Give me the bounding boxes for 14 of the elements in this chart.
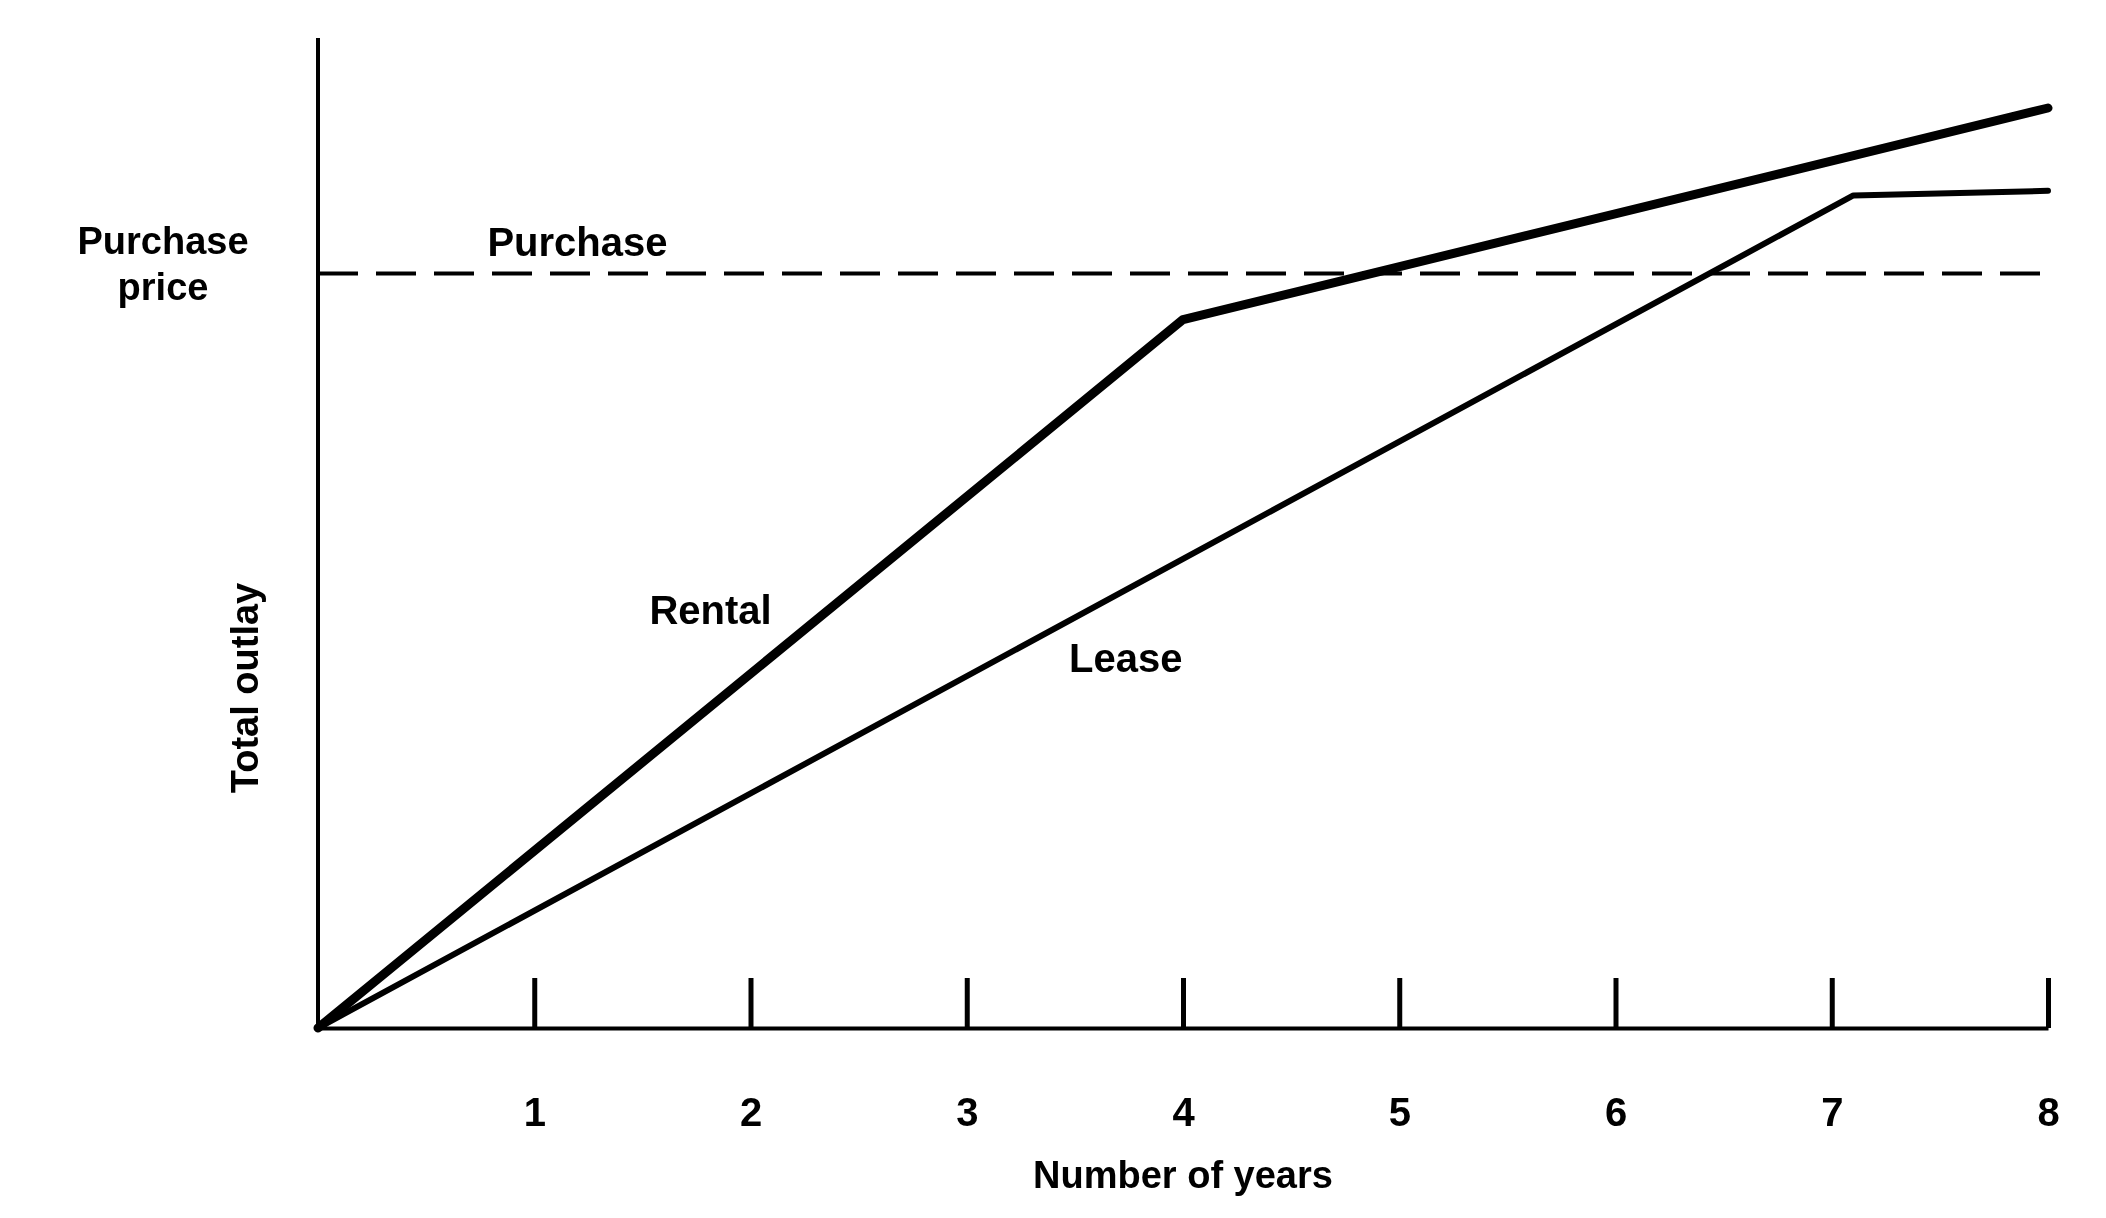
- x-tick-label: 4: [1172, 1090, 1196, 1135]
- annotation: Purchase: [487, 219, 668, 264]
- x-tick-label: 6: [1604, 1090, 1628, 1135]
- x-tick-label: 3: [956, 1090, 979, 1135]
- x-tick-label: 7: [1821, 1090, 1844, 1135]
- x-tick-label: 1: [523, 1090, 546, 1135]
- x-tick-label: 5: [1388, 1090, 1411, 1135]
- x-tick-label: 8: [2037, 1090, 2060, 1135]
- series-label: Lease: [1068, 635, 1183, 680]
- ref-line-label: Purchase price: [77, 219, 249, 308]
- y-axis-title: Total outlay: [224, 582, 266, 794]
- x-tick-label: 2: [739, 1090, 763, 1135]
- x-axis-title: Number of years: [1033, 1154, 1333, 1196]
- series-label: Rental: [649, 587, 772, 632]
